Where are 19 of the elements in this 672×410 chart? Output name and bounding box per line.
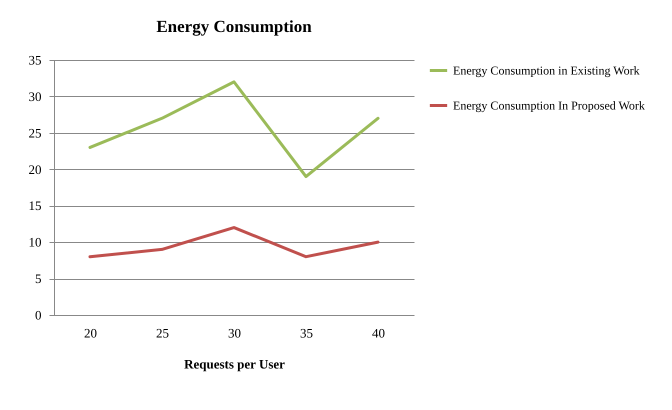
x-axis-title: Requests per User — [184, 356, 286, 372]
legend-label: Energy Consumption In Proposed Work — [453, 98, 645, 112]
line-series — [88, 226, 380, 258]
x-tick-label: 40 — [372, 326, 385, 340]
y-tick-label: 10 — [28, 234, 42, 250]
y-tick-label: 25 — [28, 125, 42, 140]
x-tick-label: 25 — [156, 326, 169, 340]
line-series — [88, 80, 380, 178]
x-tick-label: 20 — [84, 326, 97, 340]
y-tick-label: 5 — [35, 271, 42, 286]
y-tick-label: 30 — [28, 88, 42, 104]
x-tick-label: 30 — [228, 326, 241, 340]
y-tick-label: 20 — [28, 162, 42, 177]
x-tick-label: 35 — [300, 326, 313, 340]
y-tick-label: 0 — [35, 308, 42, 322]
y-tick-label: 15 — [28, 198, 42, 214]
y-tick-label: 35 — [28, 52, 42, 68]
chart-title: Energy Consumption — [156, 17, 312, 36]
legend-label: Energy Consumption in Existing Work — [453, 64, 640, 78]
